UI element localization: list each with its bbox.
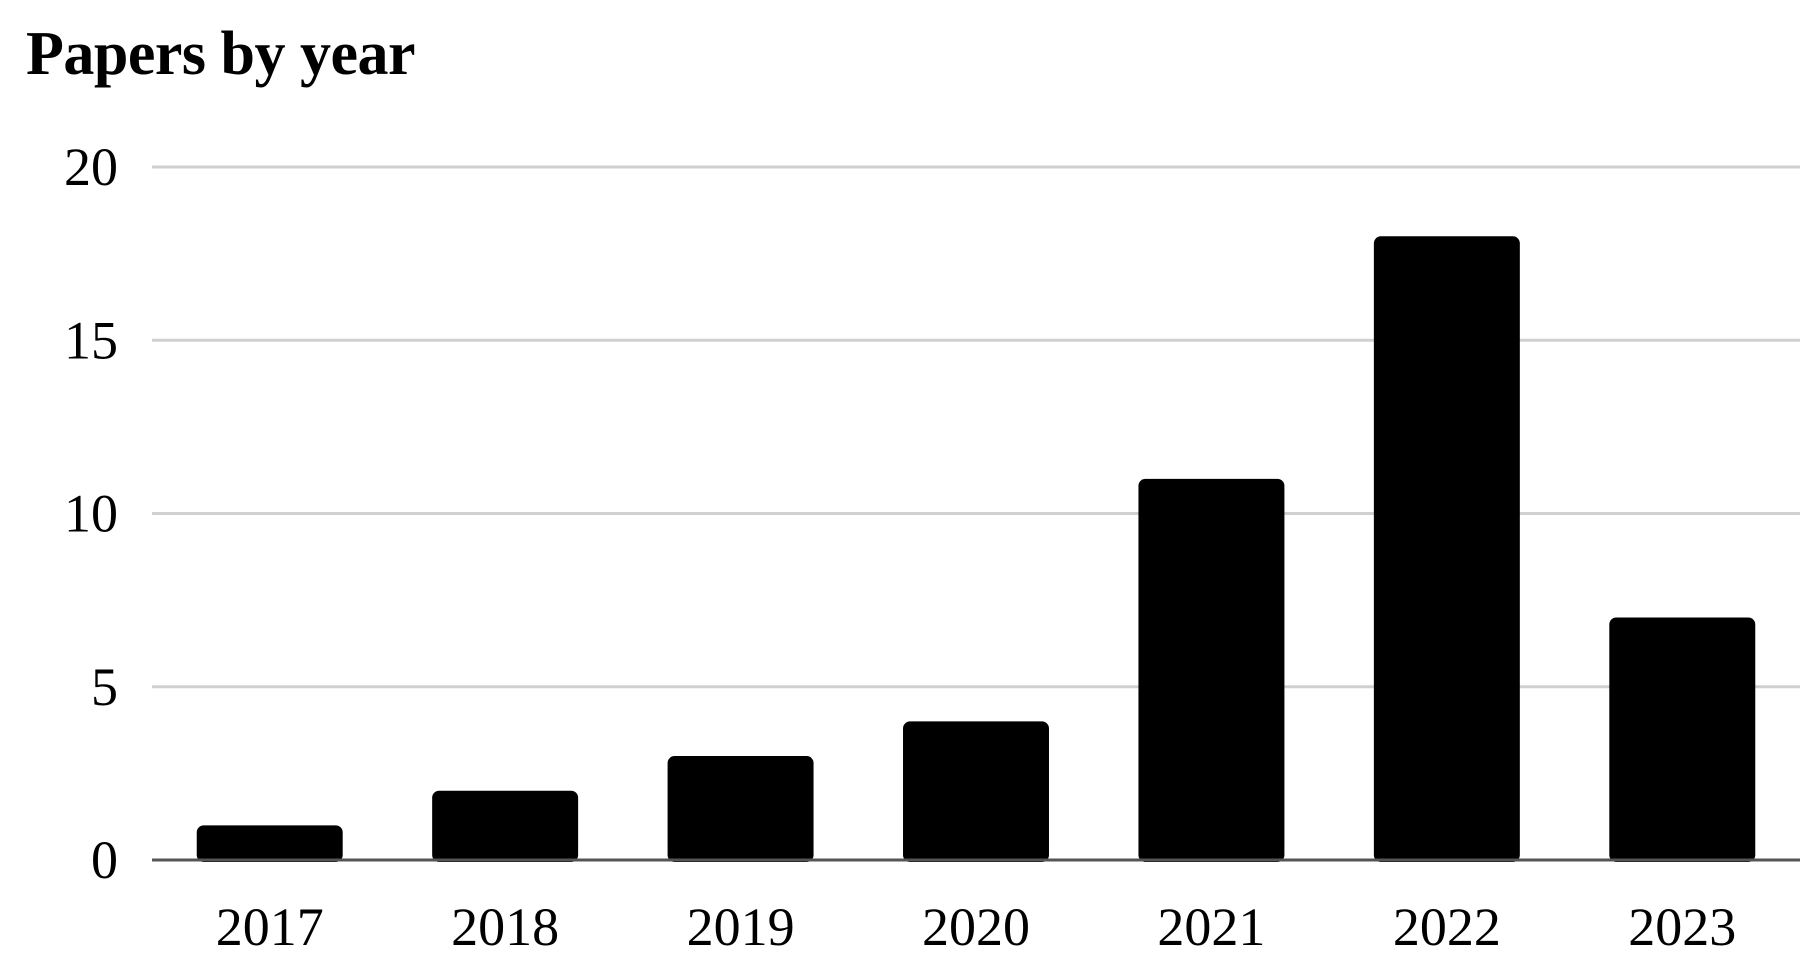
x-tick-label: 2017 — [216, 897, 324, 957]
x-tick-label: 2018 — [451, 897, 559, 957]
y-tick-label: 0 — [91, 830, 118, 890]
y-tick-label: 15 — [64, 310, 118, 370]
x-tick-labels: 2017 2018 2019 2020 2021 2022 2023 — [216, 897, 1737, 957]
y-tick-label: 5 — [91, 657, 118, 717]
gridlines — [152, 165, 1800, 689]
x-tick-label: 2021 — [1157, 897, 1265, 957]
chart-title: Papers by year — [26, 20, 416, 88]
y-tick-label: 10 — [64, 484, 118, 544]
x-tick-label: 2023 — [1628, 897, 1736, 957]
bar-2021 — [1138, 478, 1285, 862]
bar-2019 — [667, 756, 814, 862]
x-tick-label: 2019 — [687, 897, 795, 957]
bar-2018 — [432, 790, 579, 862]
bar-2020 — [903, 721, 1049, 862]
y-tick-label: 20 — [64, 137, 118, 197]
bar-2022 — [1373, 236, 1520, 863]
x-tick-label: 2022 — [1393, 897, 1501, 957]
bar-2017 — [196, 825, 343, 862]
bars — [196, 236, 1756, 863]
y-tick-labels: 0 5 10 15 20 — [64, 137, 118, 890]
x-tick-label: 2020 — [922, 897, 1030, 957]
bar-2023 — [1609, 617, 1756, 862]
